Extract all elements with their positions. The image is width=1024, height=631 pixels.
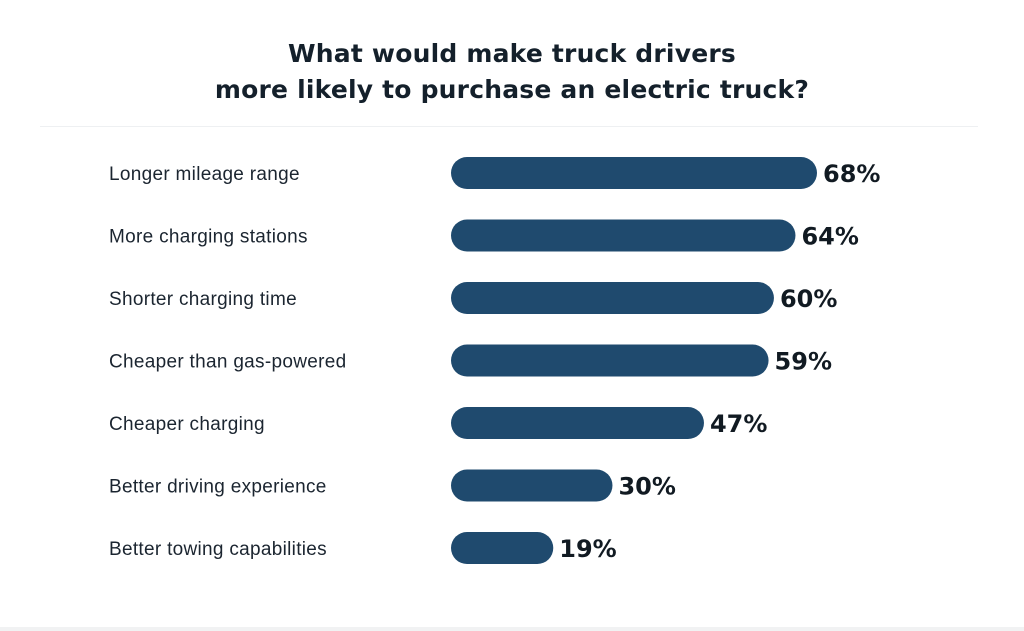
- bottom-border: [0, 627, 1024, 631]
- value-label: 47%: [710, 410, 767, 438]
- value-label: 68%: [823, 160, 880, 188]
- category-label: Better towing capabilities: [109, 539, 327, 560]
- value-label: 60%: [780, 285, 837, 313]
- bar: [451, 219, 796, 252]
- value-label: 30%: [618, 473, 675, 501]
- value-label: 19%: [559, 535, 616, 563]
- bar: [451, 407, 704, 439]
- category-label: Cheaper than gas-powered: [109, 352, 346, 373]
- chart-title-line-2: more likely to purchase an electric truc…: [214, 75, 810, 104]
- chart-title-line-1: What would make truck drivers: [288, 39, 736, 68]
- category-label: Shorter charging time: [109, 289, 297, 310]
- bar: [451, 282, 774, 314]
- value-label: 64%: [801, 223, 858, 251]
- bar: [451, 344, 769, 377]
- bar: [451, 469, 613, 502]
- chart-title: What would make truck drivers more likel…: [0, 36, 1024, 108]
- category-label: Longer mileage range: [109, 164, 300, 185]
- bar: [451, 157, 817, 189]
- category-label: More charging stations: [109, 227, 308, 248]
- title-divider: [40, 126, 978, 127]
- category-label: Cheaper charging: [109, 414, 265, 435]
- value-label: 59%: [775, 348, 832, 376]
- bar: [451, 532, 554, 564]
- category-label: Better driving experience: [109, 477, 327, 498]
